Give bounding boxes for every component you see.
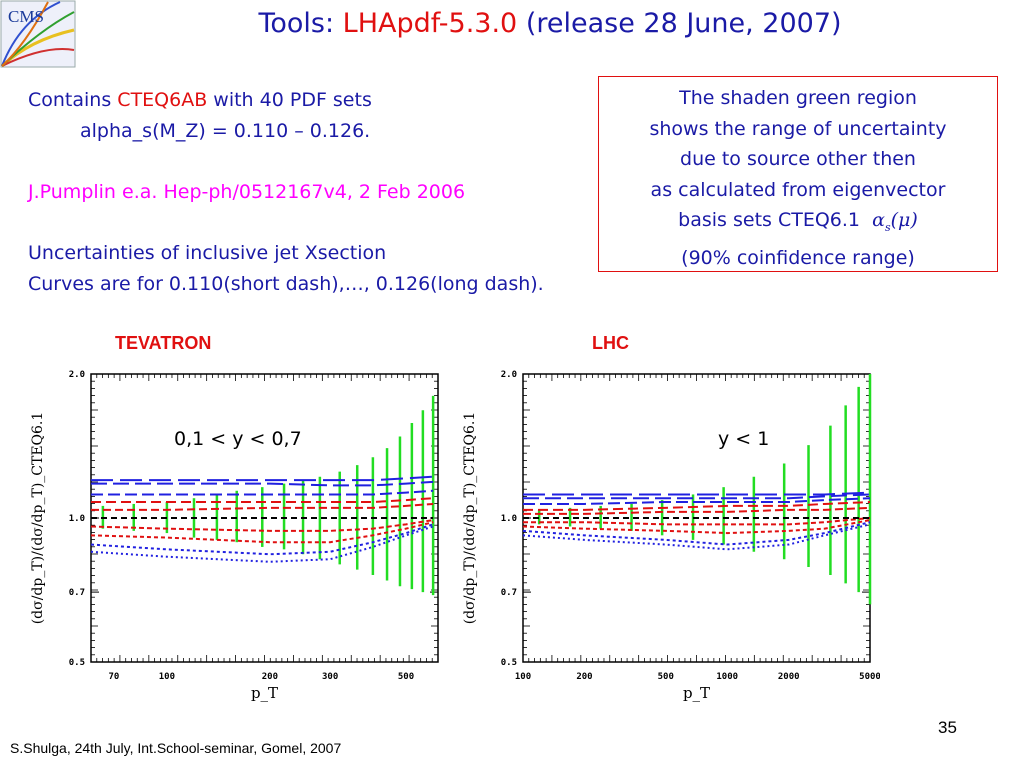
cms-logo: CMS (0, 0, 76, 68)
series-curve (91, 475, 434, 482)
slide-title: Tools: LHApdf-5.3.0 (release 28 June, 20… (0, 8, 1024, 39)
series-curve (523, 493, 871, 500)
x-tick-label: 5000 (859, 672, 880, 682)
x-tick-label: 300 (322, 672, 338, 682)
info-line-pdf-sets: Contains CTEQ6AB with 40 PDF sets (28, 89, 372, 111)
y-tick-label: 0.5 (69, 658, 85, 668)
series-curve (522, 523, 871, 551)
lhc-chart: 0.5 0.7 1.0 2.0 100 200 500 1000 2000 5000 p_T (dσ/… (462, 370, 880, 702)
series-curve (91, 489, 434, 496)
series-curve (90, 521, 434, 544)
curves-description: Curves are for 0.110(short dash),…, 0.12… (28, 273, 544, 295)
logo-text: CMS (8, 7, 44, 26)
x-axis-label: p_T (251, 684, 278, 702)
uncertainty-note-box: The shaden green region shows the range … (598, 76, 998, 272)
tevatron-plot: 0.5 0.7 1.0 2.0 70 100 200 300 500 p_T (dσ/dp_T)/(… (28, 362, 448, 710)
alpha-s-range: alpha_s(M_Z) = 0.110 – 0.126. (80, 120, 371, 142)
x-tick-label: 100 (515, 672, 531, 682)
y-tick-label: 2.0 (501, 370, 517, 380)
series-curve (90, 525, 434, 563)
lhc-rapidity-label: y < 1 (718, 428, 770, 450)
cteq6ab-label: CTEQ6AB (117, 89, 208, 111)
info-prefix: Contains (28, 89, 118, 111)
x-tick-label: 1000 (716, 672, 738, 682)
series-curve (522, 521, 871, 546)
note-line: (90% coinfidence range) (681, 247, 915, 270)
tevatron-chart: 0.5 0.7 1.0 2.0 70 100 200 300 500 p_T (dσ/dp_T)/(… (30, 370, 439, 702)
x-tick-label: 2000 (778, 672, 800, 682)
note-line: shows the range of uncertainty (649, 117, 947, 140)
series-curve (91, 497, 434, 504)
series-curve (523, 491, 871, 496)
series-curve (523, 506, 871, 515)
y-tick-label: 0.5 (501, 658, 517, 668)
y-tick-label: 0.7 (501, 588, 517, 598)
series-curve (91, 502, 434, 511)
tevatron-title: TEVATRON (115, 333, 212, 353)
series-curve (90, 519, 434, 532)
x-tick-label: 200 (576, 672, 592, 682)
note-line: due to source other then (680, 148, 916, 170)
lhc-title: LHC (592, 333, 629, 353)
note-line: as calculated from eigenvector (650, 178, 946, 201)
title-prefix: Tools: (258, 8, 343, 39)
reference-citation: J.Pumplin e.a. Hep-ph/0512167v4, 2 Feb 2… (28, 181, 466, 203)
footer-author: S.Shulga, 24th July, Int.School-seminar,… (10, 740, 342, 756)
series-curve (522, 519, 871, 535)
series-curve (523, 517, 871, 526)
note-line: The shaden green region (679, 87, 917, 109)
x-tick-label: 500 (398, 672, 414, 682)
series-curve (523, 497, 871, 505)
title-highlight: LHApdf-5.3.0 (342, 8, 518, 39)
y-tick-label: 1.0 (69, 514, 85, 524)
note-line: basis sets CTEQ6.1 (678, 209, 861, 231)
x-tick-label: 70 (108, 672, 119, 682)
x-tick-label: 500 (658, 672, 674, 682)
x-tick-label: 200 (262, 672, 278, 682)
lhc-plot: 0.5 0.7 1.0 2.0 100 200 500 1000 2000 5000 p_T (dσ/… (460, 362, 880, 710)
tevatron-rapidity-label: 0,1 < y < 0,7 (174, 428, 302, 450)
y-axis-label: (dσ/dp_T)/(dσ/dp_T)_CTEQ6.1 (462, 412, 478, 625)
page-number: 35 (938, 718, 957, 737)
info-suffix: with 40 PDF sets (207, 89, 372, 111)
y-tick-label: 0.7 (69, 588, 85, 598)
title-suffix: (release 28 June, 2007) (517, 8, 842, 39)
alpha-s-mu-symbol: αs(μ) (872, 209, 918, 234)
y-tick-label: 1.0 (501, 514, 517, 524)
note-line-with-alpha: basis sets CTEQ6.1 αs(μ) (599, 205, 997, 243)
uncertainties-heading: Uncertainties of inclusive jet Xsection (28, 242, 387, 264)
y-tick-label: 2.0 (69, 370, 85, 380)
series-curve (523, 501, 871, 511)
x-tick-label: 100 (159, 672, 175, 682)
y-axis-label: (dσ/dp_T)/(dσ/dp_T)_CTEQ6.1 (30, 412, 46, 625)
series-curve (91, 480, 434, 487)
x-axis-label: p_T (683, 684, 710, 702)
